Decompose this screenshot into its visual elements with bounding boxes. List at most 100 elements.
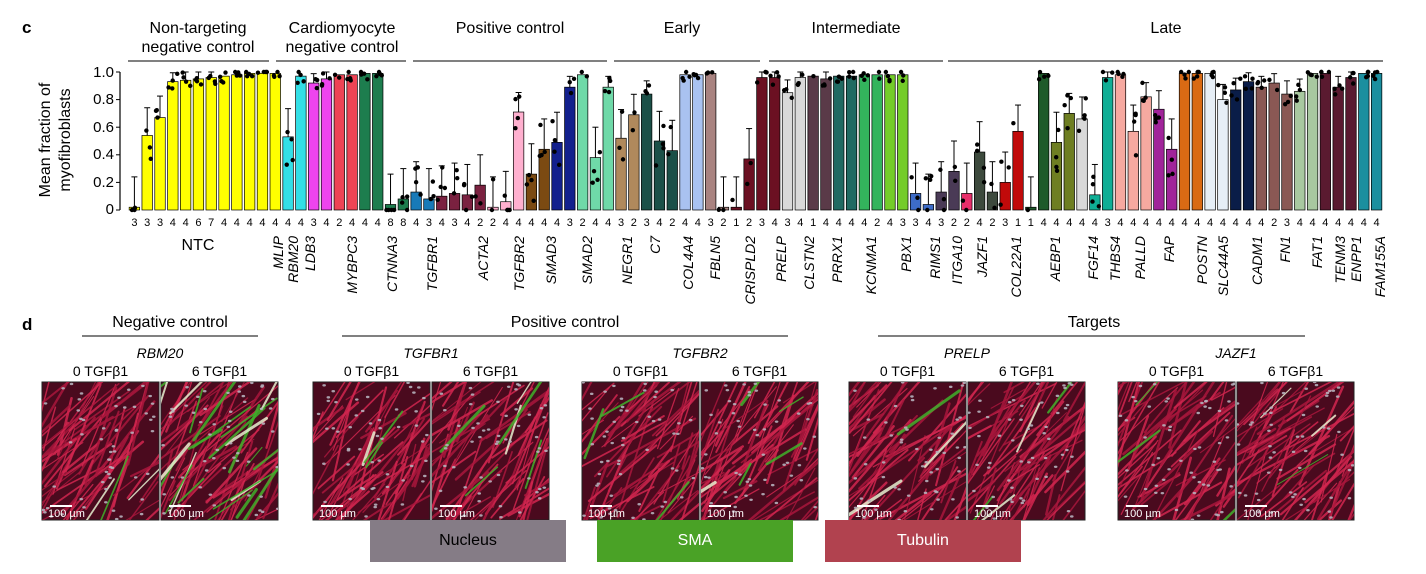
data-point	[198, 82, 204, 87]
n-label: 3	[131, 217, 137, 229]
n-label: 3	[644, 217, 650, 229]
data-point	[960, 198, 966, 203]
legend-sma: SMA	[597, 520, 793, 562]
gene-label: FGF14	[1085, 236, 1101, 280]
n-label: 2	[631, 217, 637, 229]
gene-label: SMAD2	[579, 236, 595, 284]
data-point	[462, 181, 467, 187]
data-point	[850, 69, 856, 75]
bar	[359, 73, 371, 211]
data-point	[1229, 93, 1234, 98]
data-point	[1196, 69, 1201, 75]
n-label: 3	[938, 217, 944, 229]
bar	[1102, 77, 1114, 211]
n-label: 4	[1169, 217, 1175, 229]
bar	[1114, 74, 1127, 211]
n-label: 4	[221, 217, 227, 229]
data-point	[862, 77, 867, 83]
bar	[1242, 81, 1255, 211]
data-point	[975, 142, 980, 147]
n-label: 4	[887, 217, 893, 229]
legend-nucleus: Nucleus	[370, 520, 566, 562]
micro-gene-title: TGFBR1	[403, 345, 458, 361]
gene-label: SLC44A5	[1215, 236, 1231, 296]
n-label: 4	[1117, 217, 1123, 229]
bar	[871, 74, 883, 211]
data-point	[687, 74, 692, 79]
data-point	[709, 70, 715, 75]
data-point	[1056, 127, 1061, 133]
data-point	[399, 200, 405, 205]
data-point	[285, 129, 290, 135]
gene-label: LDB3	[302, 236, 318, 271]
gene-label: KCNMA1	[863, 236, 879, 294]
n-label: 4	[1092, 217, 1098, 229]
data-point	[454, 168, 459, 173]
cond-label-0: 0 TGFβ1	[880, 363, 935, 379]
bar	[858, 74, 870, 211]
data-point	[607, 78, 613, 84]
data-point	[442, 185, 448, 191]
data-point	[630, 127, 636, 133]
data-point	[827, 76, 833, 81]
gene-labels: MLIP RBM20 LDB3 MYBPC3 CTNNA3 TGFBR1 ACTA2 TGFB…	[270, 235, 1388, 305]
data-point	[244, 74, 250, 79]
data-point	[1090, 199, 1095, 204]
data-point	[776, 74, 781, 79]
data-point	[901, 73, 906, 78]
bar	[756, 77, 768, 211]
data-point	[568, 90, 574, 96]
bar	[948, 171, 960, 211]
data-point	[1068, 95, 1074, 101]
n-label: 2	[964, 217, 970, 229]
data-point	[223, 70, 228, 75]
data-point	[999, 159, 1004, 164]
data-point	[166, 85, 171, 90]
data-point	[217, 74, 223, 80]
data-point	[981, 179, 987, 185]
micro-gene-title: JAZF1	[1214, 345, 1256, 361]
data-point	[542, 149, 547, 155]
n-label: 4	[1079, 217, 1085, 229]
scale-bar-label: 100 µm	[48, 508, 85, 520]
n-label: 4	[349, 217, 355, 229]
data-point	[1036, 77, 1042, 82]
n-label: 1	[1028, 217, 1034, 229]
data-point	[584, 74, 590, 79]
data-point	[537, 153, 542, 159]
data-point	[1083, 96, 1088, 101]
data-point	[524, 182, 530, 187]
data-point	[1011, 121, 1016, 126]
cond-label-0: 0 TGFβ1	[1149, 363, 1204, 379]
data-point	[877, 76, 882, 81]
n-label: 4	[1207, 217, 1213, 229]
y-label-line2: myofibroblasts	[57, 88, 74, 191]
n-label: 4	[797, 217, 803, 229]
data-point	[489, 207, 495, 213]
scale-bar-label: 100 µm	[167, 508, 204, 520]
data-point	[155, 115, 160, 120]
data-point	[1242, 74, 1248, 79]
data-point	[590, 180, 595, 185]
data-point	[716, 207, 721, 212]
n-label: 2	[989, 217, 995, 229]
data-point	[941, 207, 947, 213]
legend-tubulin: Tubulin	[825, 520, 1021, 562]
data-point	[989, 181, 994, 187]
n-label: 4	[1130, 217, 1136, 229]
cond-label-0: 0 TGFβ1	[344, 363, 399, 379]
bar	[1204, 73, 1216, 211]
bar	[154, 117, 166, 211]
scale-bar-label: 100 µm	[588, 508, 625, 520]
data-point	[170, 78, 175, 83]
n-label: 4	[695, 217, 701, 229]
n-label: 4	[183, 217, 189, 229]
data-point	[538, 122, 543, 128]
data-point	[208, 73, 213, 79]
n-label: 1	[1015, 217, 1021, 229]
n-label: 4	[861, 217, 867, 229]
data-point	[154, 107, 159, 113]
data-point	[1222, 90, 1228, 95]
panel-d-letter: d	[22, 315, 32, 334]
